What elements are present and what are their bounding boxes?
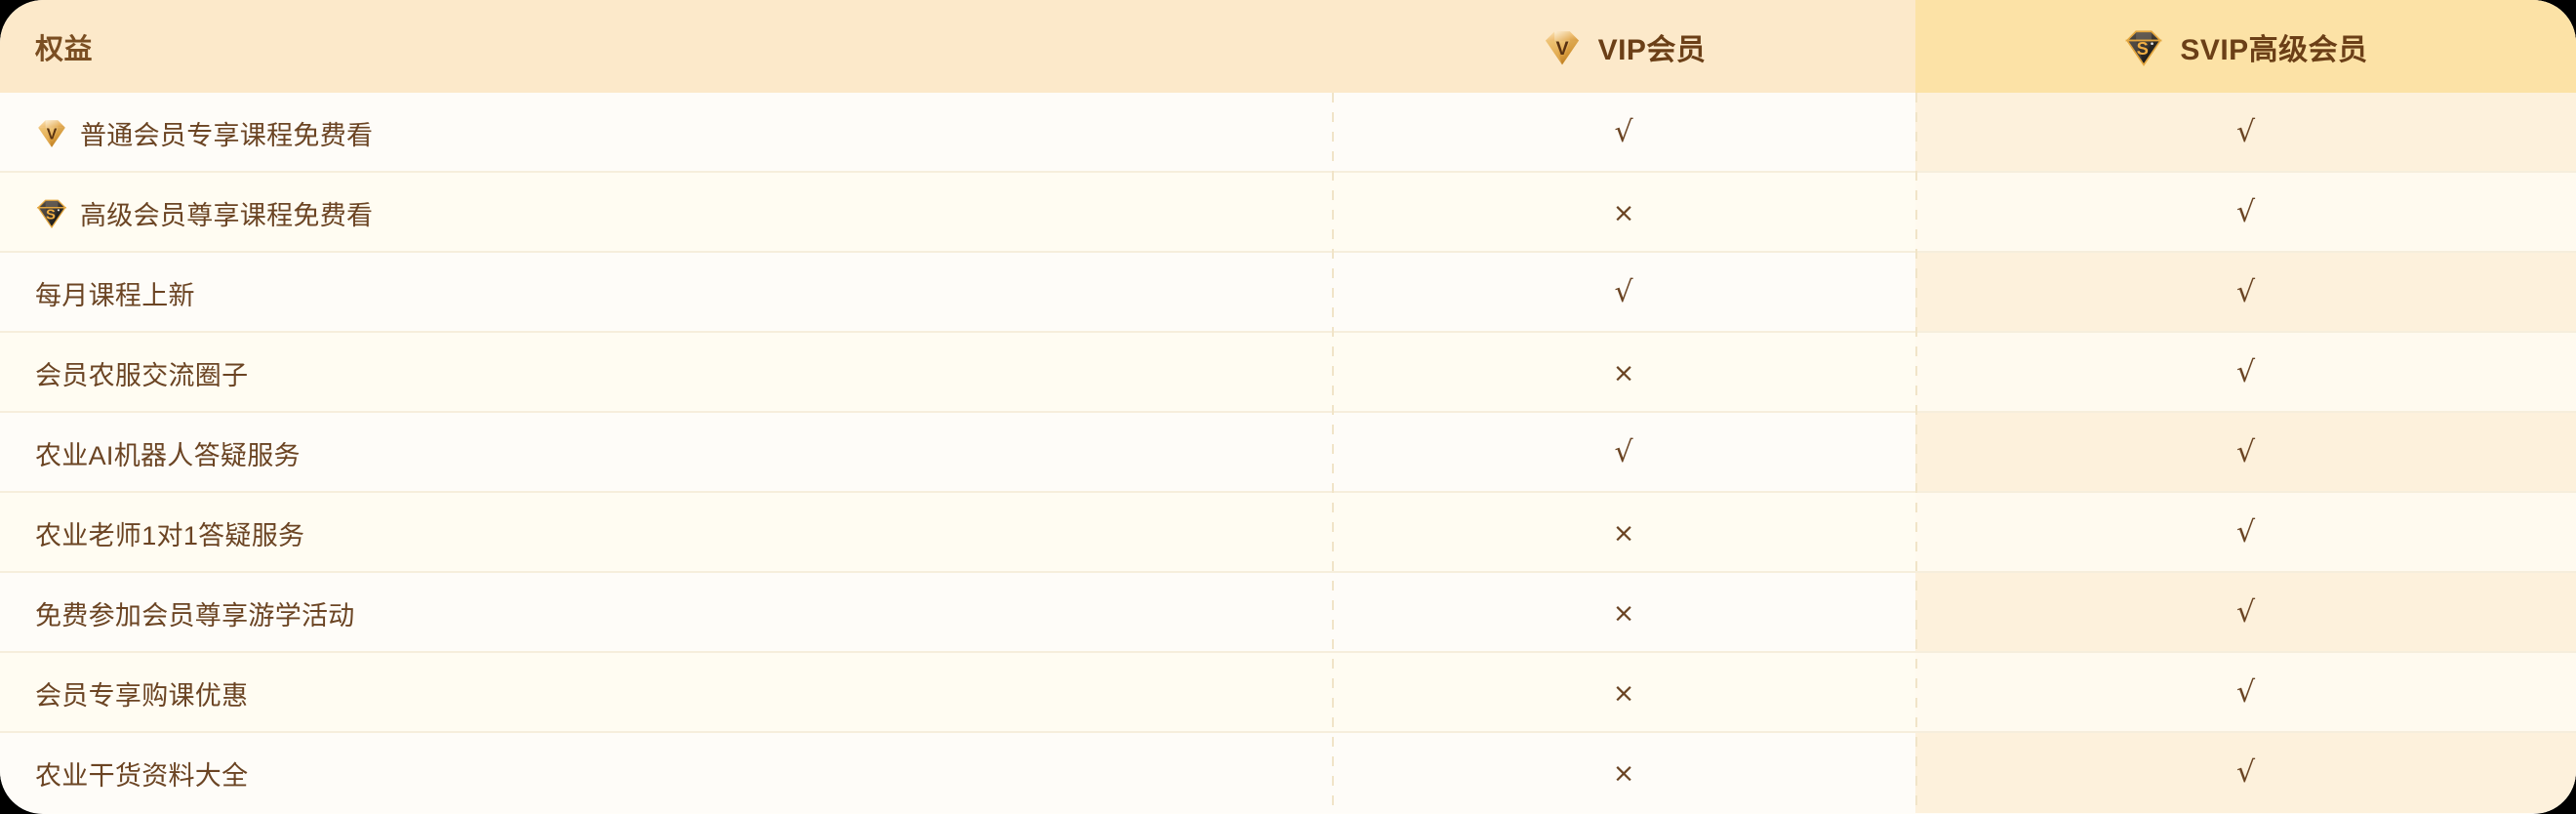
check-icon: √	[1614, 435, 1633, 469]
benefit-label: 普通会员专享课程免费看	[80, 120, 374, 150]
svip-value-cell: √	[1915, 253, 2576, 333]
cross-icon: ×	[1612, 197, 1635, 228]
benefit-cell: 农业老师1对1答疑服务	[0, 493, 1332, 573]
vip-diamond-icon	[1542, 26, 1583, 67]
benefit-cell: 农业AI机器人答疑服务	[0, 413, 1332, 493]
column-header-benefit-label: 权益	[35, 33, 94, 65]
table-row: 会员专享购课优惠 × √	[0, 653, 2576, 733]
check-icon: √	[2235, 275, 2256, 309]
svip-value-cell: √	[1915, 493, 2576, 573]
benefit-label: 高级会员尊享课程免费看	[80, 200, 374, 230]
table-row: 普通会员专享课程免费看 √ √	[0, 93, 2576, 173]
benefit-cell: 农业干货资料大全	[0, 733, 1332, 813]
table-row: 农业AI机器人答疑服务 √ √	[0, 413, 2576, 493]
check-icon: √	[1614, 115, 1633, 149]
column-header-vip-label: VIP会员	[1597, 33, 1707, 66]
vip-value-cell: ×	[1332, 573, 1915, 653]
check-icon: √	[1614, 275, 1633, 309]
check-icon: √	[2235, 675, 2256, 710]
table-header-row: 权益 VIP会员 SVIP高级会员	[0, 0, 2576, 93]
check-icon: √	[2235, 115, 2256, 149]
column-header-svip-label: SVIP高级会员	[2180, 33, 2368, 66]
column-header-benefit: 权益	[0, 0, 1332, 93]
benefit-cell: 会员农服交流圈子	[0, 333, 1332, 413]
cross-icon: ×	[1612, 357, 1635, 388]
vip-value-cell: ×	[1332, 173, 1915, 253]
cross-icon: ×	[1612, 597, 1635, 629]
svip-value-cell: √	[1915, 573, 2576, 653]
svip-value-cell: √	[1915, 653, 2576, 733]
benefit-label: 每月课程上新	[35, 280, 195, 310]
benefit-cell: 普通会员专享课程免费看	[0, 93, 1332, 173]
benefit-cell: 高级会员尊享课程免费看	[0, 173, 1332, 253]
table-body: 普通会员专享课程免费看 √ √ 高级会员尊享课程免费看 × √ 每月课程上新 √ √ 会员农服交流…	[0, 93, 2576, 813]
vip-value-cell: ×	[1332, 493, 1915, 573]
svip-value-cell: √	[1915, 333, 2576, 413]
check-icon: √	[2235, 435, 2256, 469]
vip-value-cell: ×	[1332, 653, 1915, 733]
vip-value-cell: √	[1332, 253, 1915, 333]
benefit-cell: 会员专享购课优惠	[0, 653, 1332, 733]
check-icon: √	[2235, 195, 2256, 229]
vip-value-cell: ×	[1332, 333, 1915, 413]
column-header-svip[interactable]: SVIP高级会员	[1915, 0, 2576, 93]
column-header-vip[interactable]: VIP会员	[1332, 0, 1915, 93]
vip-value-cell: √	[1332, 413, 1915, 493]
check-icon: √	[2235, 755, 2256, 790]
table-row: 农业干货资料大全 × √	[0, 733, 2576, 813]
vip-value-cell: ×	[1332, 733, 1915, 813]
benefit-cell: 每月课程上新	[0, 253, 1332, 333]
svip-value-cell: √	[1915, 733, 2576, 813]
check-icon: √	[2235, 355, 2256, 389]
benefit-label: 会员专享购课优惠	[35, 680, 249, 711]
benefit-label: 农业AI机器人答疑服务	[35, 440, 301, 470]
cross-icon: ×	[1612, 677, 1635, 709]
benefit-label: 会员农服交流圈子	[35, 360, 249, 390]
table-row: 免费参加会员尊享游学活动 × √	[0, 573, 2576, 653]
vip-diamond-icon	[35, 116, 68, 149]
check-icon: √	[2235, 595, 2256, 630]
table-row: 每月课程上新 √ √	[0, 253, 2576, 333]
cross-icon: ×	[1612, 757, 1635, 789]
cross-icon: ×	[1612, 517, 1635, 549]
table-row: 会员农服交流圈子 × √	[0, 333, 2576, 413]
benefit-label: 农业干货资料大全	[35, 760, 249, 791]
table-row: 高级会员尊享课程免费看 × √	[0, 173, 2576, 253]
benefit-label: 农业老师1对1答疑服务	[35, 520, 305, 550]
benefit-label: 免费参加会员尊享游学活动	[35, 600, 355, 631]
svip-value-cell: √	[1915, 93, 2576, 173]
svip-value-cell: √	[1915, 173, 2576, 253]
benefit-cell: 免费参加会员尊享游学活动	[0, 573, 1332, 653]
svip-value-cell: √	[1915, 413, 2576, 493]
check-icon: √	[2235, 515, 2256, 549]
svip-diamond-icon	[35, 196, 68, 229]
svip-diamond-icon	[2123, 26, 2164, 67]
table-row: 农业老师1对1答疑服务 × √	[0, 493, 2576, 573]
vip-value-cell: √	[1332, 93, 1915, 173]
